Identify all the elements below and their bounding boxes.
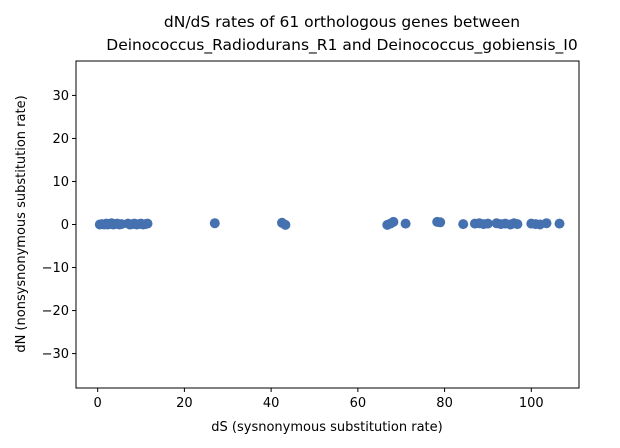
data-point (400, 218, 411, 229)
y-tick-label: −10 (42, 261, 69, 276)
y-tick-label: −30 (42, 347, 69, 362)
y-tick-label: −20 (42, 304, 69, 319)
chart-title-line-1: dN/dS rates of 61 orthologous genes betw… (164, 13, 520, 31)
data-point (554, 218, 565, 229)
data-point (142, 218, 153, 229)
data-point (512, 219, 523, 230)
x-tick-label: 20 (176, 396, 193, 411)
y-tick-label: 0 (61, 218, 69, 233)
data-point (458, 219, 469, 230)
y-tick-label: 30 (52, 89, 69, 104)
x-tick-label: 100 (519, 396, 544, 411)
x-tick-label: 80 (436, 396, 453, 411)
plot-area: 0 20 40 60 80 100 −30 −20 −10 0 10 20 30 (42, 60, 580, 411)
x-axis-ticks: 0 20 40 60 80 100 (94, 388, 544, 411)
x-tick-label: 60 (350, 396, 367, 411)
data-point (388, 216, 399, 227)
data-point (482, 218, 493, 229)
x-tick-label: 0 (94, 396, 102, 411)
data-point (209, 218, 220, 229)
data-point (541, 218, 552, 229)
chart-title-line-2: Deinococcus_Radiodurans_R1 and Deinococc… (106, 36, 577, 55)
data-point (435, 217, 446, 228)
y-tick-label: 20 (52, 132, 69, 147)
scatter-points (94, 216, 565, 230)
y-tick-label: 10 (52, 175, 69, 190)
x-tick-label: 40 (263, 396, 280, 411)
x-axis-label: dS (sysnonymous substitution rate) (211, 420, 442, 435)
y-axis-label: dN (nonsysnonymous substitution rate) (14, 95, 29, 352)
data-point (280, 219, 291, 230)
y-axis-ticks: −30 −20 −10 0 10 20 30 (42, 89, 76, 362)
